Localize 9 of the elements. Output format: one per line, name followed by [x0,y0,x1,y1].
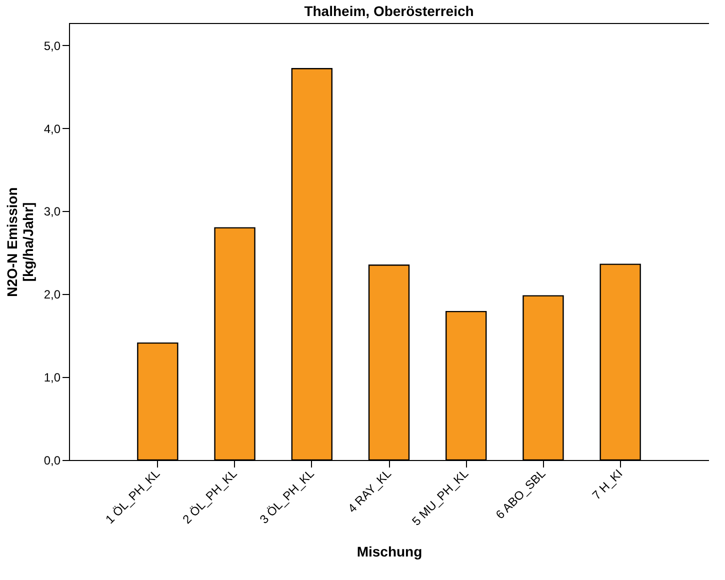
y-axis-title: N2O-N Emission [kg/ha/Jahr] [4,187,36,297]
y-tick-label: 0,0 [44,454,61,468]
y-tick-label: 2,0 [44,288,61,302]
y-tick-label: 4,0 [44,122,61,136]
chart-title: Thalheim, Oberösterreich [304,3,474,19]
y-tick-label: 1,0 [44,370,61,385]
y-tick-label: 3,0 [44,204,61,219]
y-tick-label: 5,0 [44,38,61,53]
x-axis-title: Mischung [356,544,422,560]
